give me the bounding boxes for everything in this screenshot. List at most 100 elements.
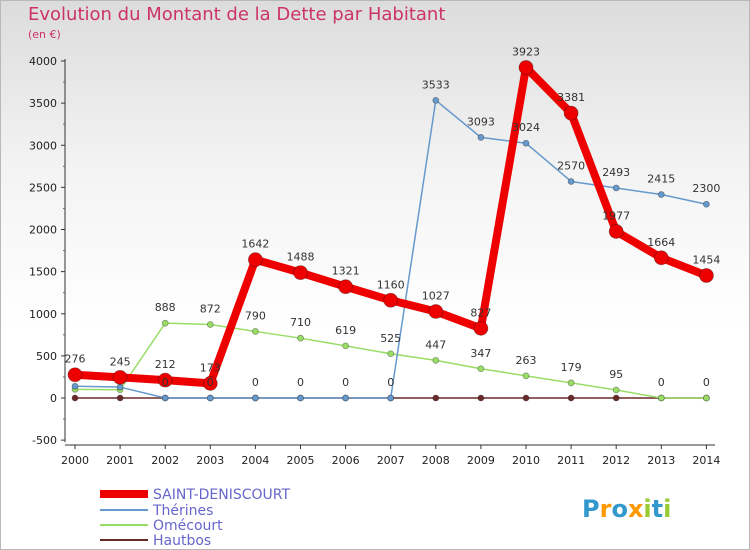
data-label-saint-deniscourt: 1027 (422, 289, 450, 302)
data-label-om-court: 0 (658, 376, 665, 389)
data-point-om-court (703, 394, 710, 402)
data-label-saint-deniscourt: 212 (155, 358, 176, 371)
data-label-om-court: 790 (245, 309, 266, 322)
data-point-om-court (387, 350, 395, 358)
data-point-th-rines (206, 394, 214, 402)
y-tick-label: 500 (36, 350, 57, 363)
data-label-saint-deniscourt: 3923 (512, 45, 540, 58)
data-point-th-rines (567, 178, 575, 185)
data-point-om-court (612, 386, 620, 394)
data-point-saint-deniscourt (518, 60, 534, 75)
data-point-om-court (161, 319, 169, 327)
data-point-saint-deniscourt (653, 250, 669, 266)
data-label-th-rines: 0 (342, 376, 349, 389)
data-point-saint-deniscourt (338, 279, 354, 295)
data-label-om-court: 710 (290, 316, 311, 329)
data-point-saint-deniscourt (112, 369, 128, 385)
data-label-th-rines: 0 (162, 376, 169, 389)
legend-label-th-rines: Thérines (152, 503, 213, 519)
data-point-th-rines (612, 184, 620, 192)
x-tick-label: 2004 (241, 454, 269, 467)
data-label-om-court: 95 (609, 368, 623, 381)
x-tick-label: 2000 (61, 454, 89, 467)
data-label-om-court: 447 (425, 338, 446, 351)
data-point-hautbos (71, 394, 79, 402)
y-tick-label: 1000 (29, 308, 57, 321)
data-label-om-court: 525 (380, 332, 401, 345)
y-tick-label: 1500 (29, 266, 57, 279)
data-label-saint-deniscourt: 1642 (241, 238, 269, 251)
data-label-saint-deniscourt: 1321 (332, 265, 360, 278)
data-point-th-rines (387, 394, 395, 402)
x-tick-label: 2012 (602, 454, 630, 467)
legend-label-hautbos: Hautbos (153, 533, 211, 549)
data-point-saint-deniscourt (293, 265, 308, 281)
y-tick-label: 3500 (29, 97, 57, 110)
x-tick-label: 2007 (377, 454, 405, 467)
data-label-th-rines: 0 (387, 376, 394, 389)
data-point-saint-deniscourt (473, 320, 489, 336)
data-point-saint-deniscourt (608, 224, 624, 239)
legend-label-saint-deniscourt: SAINT-DENISCOURT (153, 487, 291, 503)
x-tick-label: 2003 (196, 454, 224, 467)
x-tick-label: 2010 (512, 454, 540, 467)
data-point-om-court (432, 356, 440, 364)
data-label-th-rines: 0 (252, 376, 259, 389)
data-label-saint-deniscourt: 276 (65, 353, 86, 366)
x-tick-label: 2013 (647, 454, 675, 467)
data-label-th-rines: 2415 (647, 173, 675, 186)
data-point-saint-deniscourt (247, 252, 263, 268)
x-tick-label: 2005 (287, 454, 315, 467)
data-point-om-court (206, 321, 214, 328)
data-point-hautbos (522, 394, 530, 402)
data-point-th-rines (432, 96, 440, 104)
data-point-hautbos (116, 394, 124, 402)
data-label-th-rines: 0 (297, 376, 304, 389)
data-point-saint-deniscourt (428, 304, 444, 319)
y-tick-label: 0 (50, 392, 57, 405)
x-tick-label: 2009 (467, 454, 495, 467)
data-label-saint-deniscourt: 3381 (557, 91, 585, 104)
data-point-om-court (567, 379, 575, 387)
data-point-om-court (477, 365, 485, 373)
data-label-th-rines: 3093 (467, 115, 495, 128)
data-point-th-rines (161, 394, 169, 402)
data-label-th-rines: 3533 (422, 78, 450, 91)
data-point-hautbos (567, 394, 575, 402)
data-label-om-court: 888 (155, 301, 176, 314)
data-point-om-court (297, 334, 304, 342)
data-point-th-rines (657, 191, 665, 198)
data-label-saint-deniscourt: 827 (470, 306, 491, 319)
data-point-th-rines (116, 383, 124, 391)
data-point-th-rines (251, 394, 259, 402)
y-tick-label: -500 (32, 434, 57, 447)
x-tick-label: 2014 (692, 454, 720, 467)
data-label-saint-deniscourt: 1977 (602, 209, 630, 222)
x-tick-label: 2011 (557, 454, 585, 467)
data-label-saint-deniscourt: 1664 (647, 236, 675, 249)
data-point-saint-deniscourt (699, 268, 714, 283)
data-label-th-rines: 2300 (692, 182, 720, 195)
legend-label-om-court: Omécourt (153, 518, 223, 534)
chart-subtitle: (en €) (28, 28, 61, 41)
data-label-saint-deniscourt: 245 (110, 355, 131, 368)
data-label-th-rines: 2570 (557, 159, 585, 172)
data-label-saint-deniscourt: 1488 (287, 251, 315, 264)
data-point-saint-deniscourt (67, 367, 83, 383)
data-label-th-rines: 0 (207, 376, 214, 389)
data-point-saint-deniscourt (202, 376, 218, 391)
data-point-hautbos (612, 394, 620, 402)
data-point-om-court (342, 342, 350, 350)
data-point-th-rines (522, 139, 530, 147)
data-label-om-court: 0 (703, 376, 710, 389)
data-point-th-rines (703, 200, 710, 208)
data-point-om-court (251, 328, 259, 335)
data-point-saint-deniscourt (157, 372, 173, 388)
data-label-om-court: 872 (200, 303, 221, 316)
y-tick-label: 2000 (29, 224, 57, 237)
data-point-hautbos (432, 394, 440, 402)
data-label-saint-deniscourt: 173 (200, 361, 221, 374)
x-tick-label: 2002 (151, 454, 179, 467)
